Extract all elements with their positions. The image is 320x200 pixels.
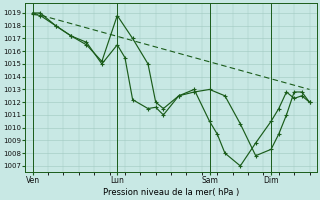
X-axis label: Pression niveau de la mer( hPa ): Pression niveau de la mer( hPa ): [103, 188, 239, 197]
